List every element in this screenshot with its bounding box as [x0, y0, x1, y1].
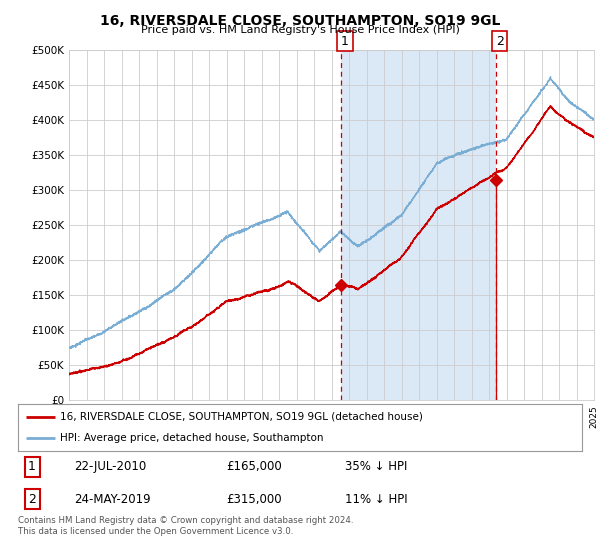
- Text: Contains HM Land Registry data © Crown copyright and database right 2024.
This d: Contains HM Land Registry data © Crown c…: [18, 516, 353, 536]
- Text: 1: 1: [28, 460, 36, 473]
- Text: 22-JUL-2010: 22-JUL-2010: [74, 460, 146, 473]
- Text: 1: 1: [341, 35, 349, 48]
- Text: £315,000: £315,000: [227, 493, 283, 506]
- Text: 2: 2: [28, 493, 36, 506]
- Text: 35% ↓ HPI: 35% ↓ HPI: [345, 460, 407, 473]
- Text: Price paid vs. HM Land Registry's House Price Index (HPI): Price paid vs. HM Land Registry's House …: [140, 25, 460, 35]
- Text: 2: 2: [496, 35, 503, 48]
- Text: £165,000: £165,000: [227, 460, 283, 473]
- Text: 11% ↓ HPI: 11% ↓ HPI: [345, 493, 408, 506]
- Text: 16, RIVERSDALE CLOSE, SOUTHAMPTON, SO19 9GL (detached house): 16, RIVERSDALE CLOSE, SOUTHAMPTON, SO19 …: [60, 412, 423, 422]
- Text: 24-MAY-2019: 24-MAY-2019: [74, 493, 151, 506]
- Text: 16, RIVERSDALE CLOSE, SOUTHAMPTON, SO19 9GL: 16, RIVERSDALE CLOSE, SOUTHAMPTON, SO19 …: [100, 14, 500, 28]
- Bar: [341, 50, 496, 400]
- Text: HPI: Average price, detached house, Southampton: HPI: Average price, detached house, Sout…: [60, 433, 324, 444]
